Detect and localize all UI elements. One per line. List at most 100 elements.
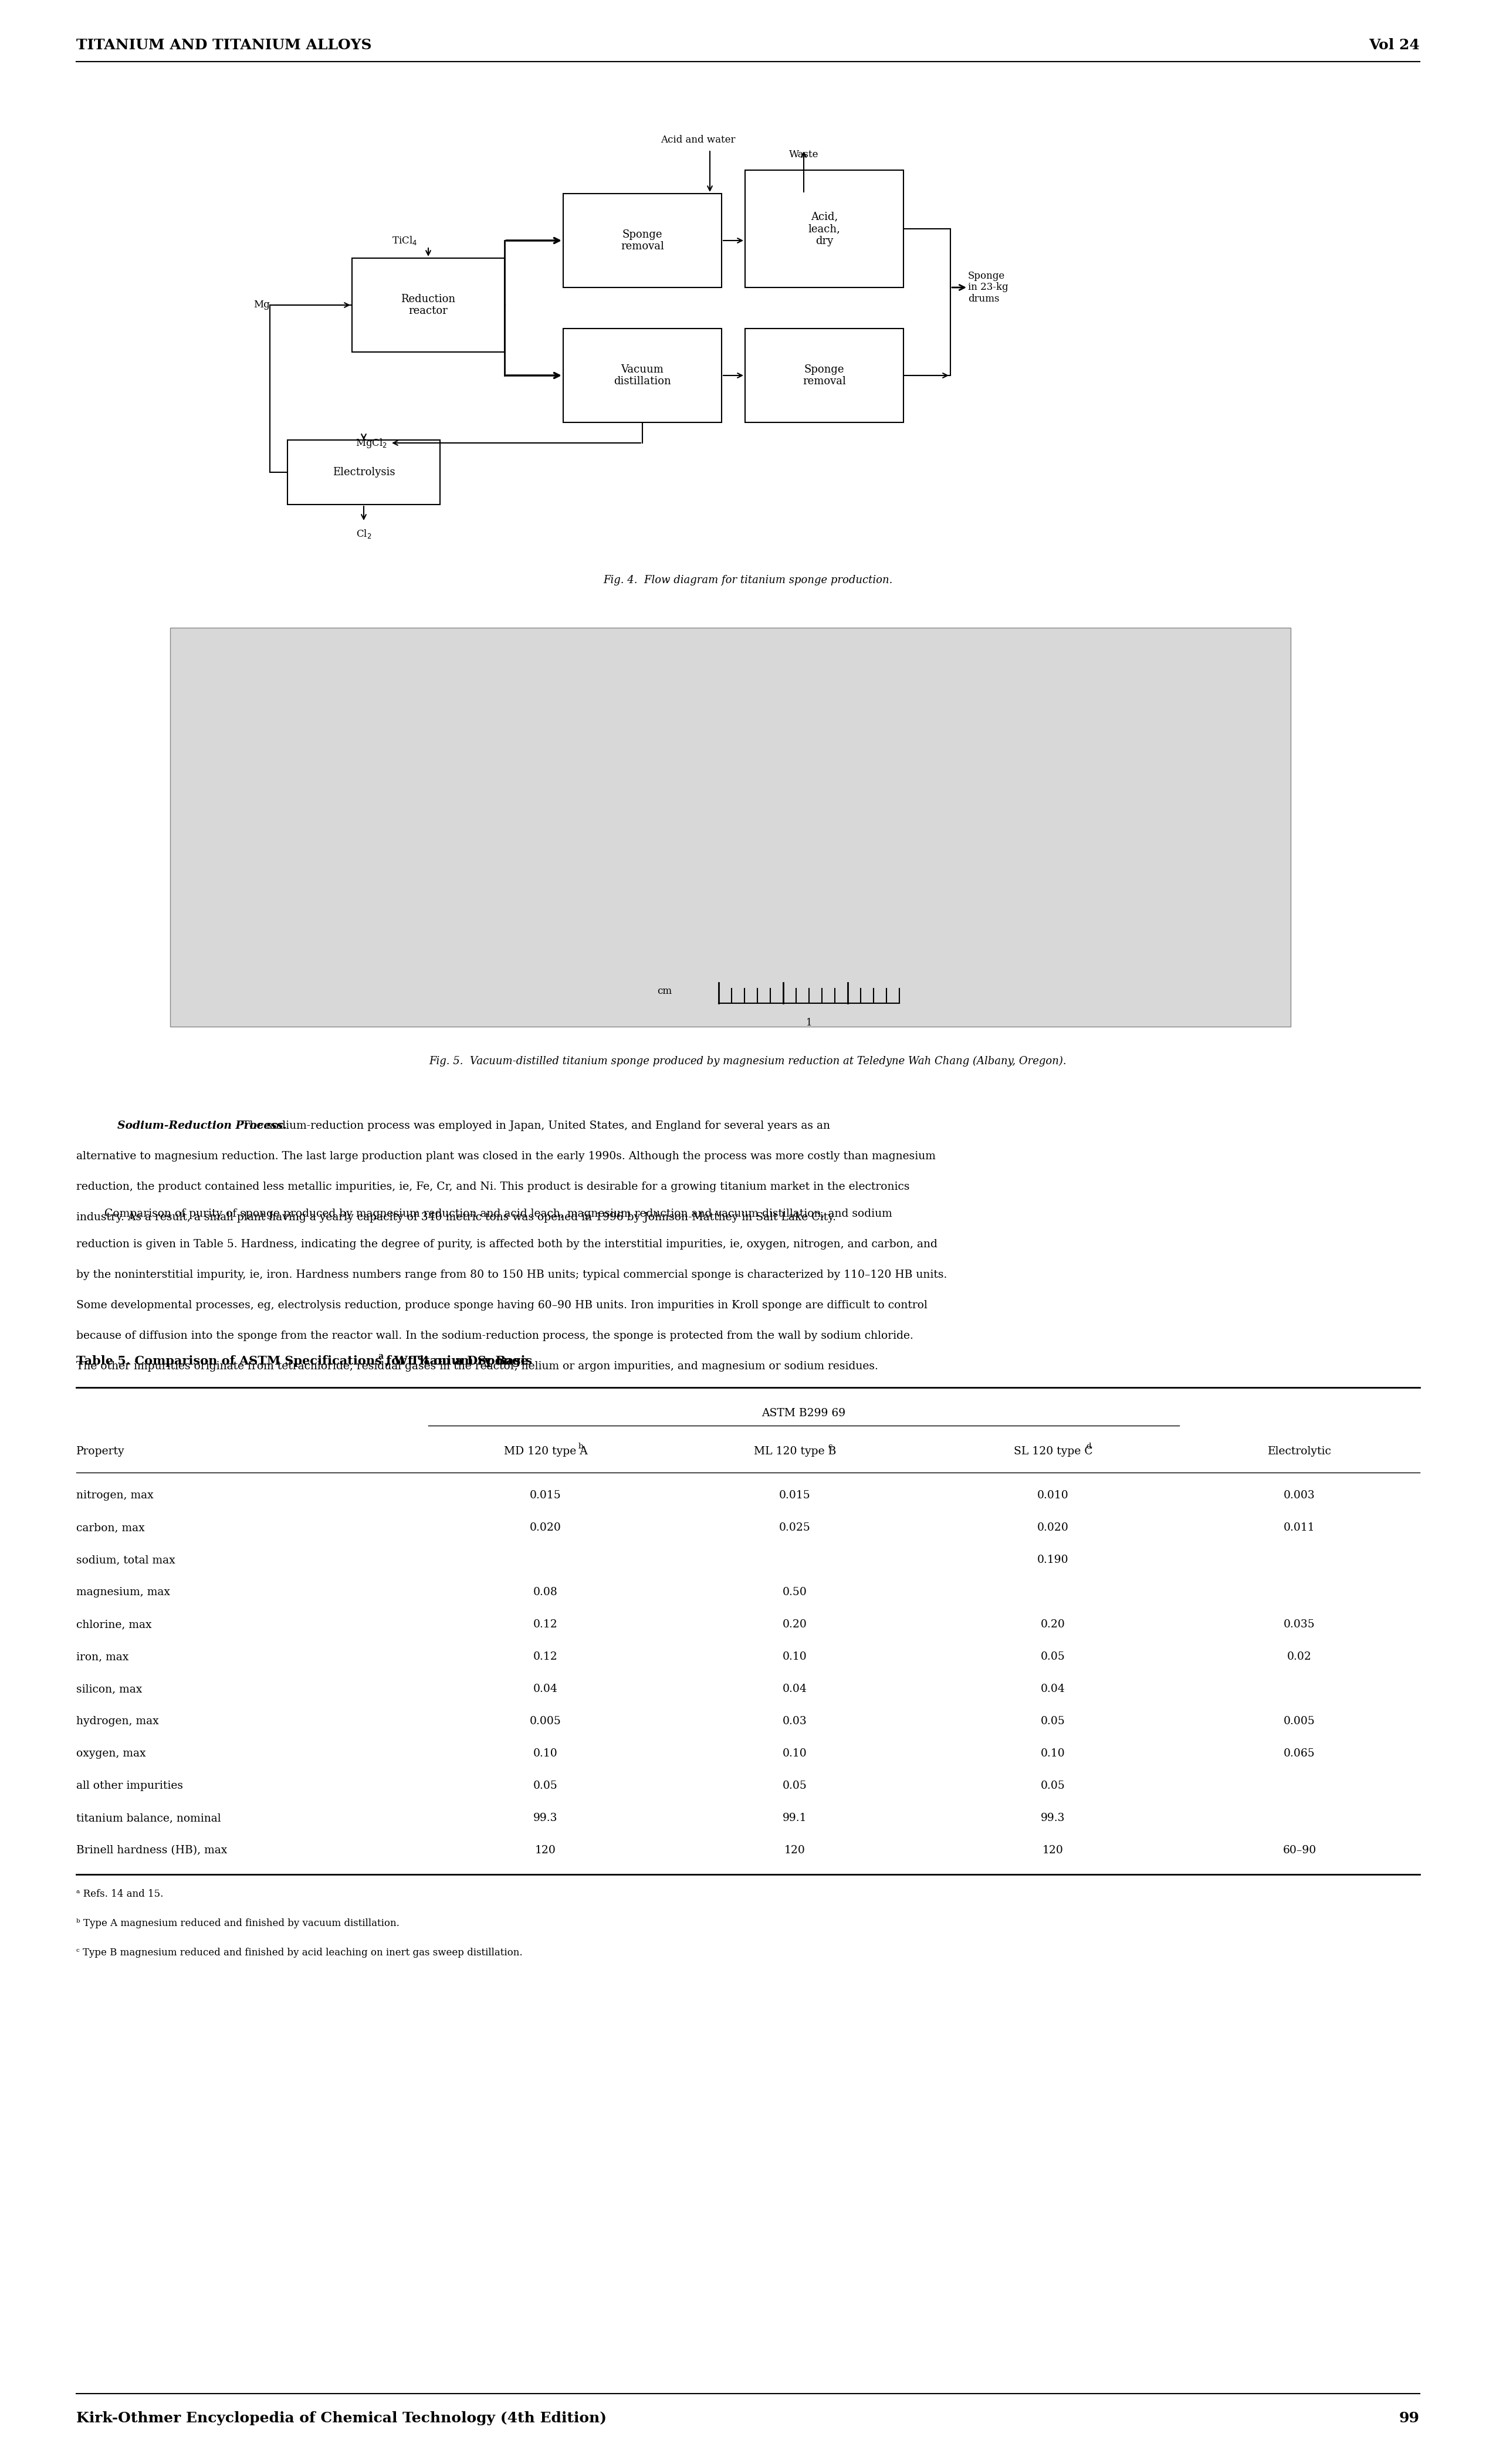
Text: alternative to magnesium reduction. The last large production plant was closed i: alternative to magnesium reduction. The … [76,1151,935,1161]
Text: 0.005: 0.005 [530,1715,561,1727]
Text: 0.05: 0.05 [1041,1651,1065,1663]
Text: Electrolytic: Electrolytic [1267,1446,1331,1456]
Bar [562,195,721,288]
Text: 99.1: 99.1 [782,1814,808,1823]
Text: 0.04: 0.04 [533,1683,558,1695]
Text: reduction is given in Table 5. Hardness, indicating the degree of purity, is aff: reduction is given in Table 5. Hardness,… [76,1239,938,1249]
Text: by the noninterstitial impurity, ie, iron. Hardness numbers range from 80 to 150: by the noninterstitial impurity, ie, iro… [76,1269,947,1281]
Text: cm: cm [657,986,672,995]
Text: 120: 120 [1043,1846,1064,1855]
Text: Some developmental processes, eg, electrolysis reduction, produce sponge having : Some developmental processes, eg, electr… [76,1301,928,1311]
Bar [745,170,904,288]
Text: ML 120 type B: ML 120 type B [754,1446,836,1456]
Text: Sponge
in 23-kg
drums: Sponge in 23-kg drums [968,271,1008,303]
Text: oxygen, max: oxygen, max [76,1749,145,1759]
Text: 0.04: 0.04 [782,1683,808,1695]
Text: The other impurities originate from tetrachloride, residual gases in the reactor: The other impurities originate from tetr… [76,1360,878,1372]
Text: 0.03: 0.03 [782,1715,808,1727]
Text: 60–90: 60–90 [1282,1846,1316,1855]
Text: Acid and water: Acid and water [661,136,736,145]
Text: d: d [1086,1441,1091,1451]
Text: 1: 1 [806,1018,812,1027]
Text: Table 5. Comparison of ASTM Specifications for Titanium Sponge: Table 5. Comparison of ASTM Specificatio… [76,1355,528,1368]
Text: 0.05: 0.05 [1041,1715,1065,1727]
Text: 0.020: 0.020 [530,1523,561,1533]
Text: all other impurities: all other impurities [76,1781,183,1791]
Text: 0.010: 0.010 [1037,1491,1068,1501]
Text: b: b [579,1441,583,1451]
Text: 0.12: 0.12 [534,1619,558,1629]
Text: 0.035: 0.035 [1284,1619,1315,1629]
Text: sodium, total max: sodium, total max [76,1555,175,1565]
Text: reduction, the product contained less metallic impurities, ie, Fe, Cr, and Ni. T: reduction, the product contained less me… [76,1183,910,1193]
Text: 0.05: 0.05 [782,1781,808,1791]
Text: ᵇ Type A magnesium reduced and finished by vacuum distillation.: ᵇ Type A magnesium reduced and finished … [76,1919,399,1929]
Text: 0.12: 0.12 [534,1651,558,1663]
Text: 0.10: 0.10 [782,1651,808,1663]
Text: 120: 120 [784,1846,805,1855]
Bar [745,328,904,421]
Bar [171,628,1291,1027]
Text: Sponge
removal: Sponge removal [802,365,845,387]
Text: 99.3: 99.3 [1041,1814,1065,1823]
Text: 0.50: 0.50 [782,1587,808,1597]
Text: 0.015: 0.015 [779,1491,811,1501]
Text: 0.065: 0.065 [1284,1749,1315,1759]
Text: 0.08: 0.08 [533,1587,558,1597]
Text: hydrogen, max: hydrogen, max [76,1715,159,1727]
Text: Electrolysis: Electrolysis [332,468,395,478]
Text: 99.3: 99.3 [534,1814,558,1823]
Text: 0.10: 0.10 [1041,1749,1065,1759]
Text: 0.10: 0.10 [534,1749,558,1759]
Text: 0.025: 0.025 [779,1523,811,1533]
Text: industry. As a result, a small plant having a yearly capacity of 340 metric tons: industry. As a result, a small plant hav… [76,1212,836,1222]
Text: nitrogen, max: nitrogen, max [76,1491,154,1501]
Text: Acid,
leach,
dry: Acid, leach, dry [808,212,841,246]
Text: c: c [827,1441,832,1451]
Text: Sponge
removal: Sponge removal [621,229,664,251]
Text: 0.011: 0.011 [1284,1523,1315,1533]
Text: 0.05: 0.05 [1041,1781,1065,1791]
Text: Comparison of purity of sponge produced by magnesium reduction and acid leach, m: Comparison of purity of sponge produced … [76,1207,892,1220]
Text: because of diffusion into the sponge from the reactor wall. In the sodium-reduct: because of diffusion into the sponge fro… [76,1331,914,1340]
Text: Reduction
reactor: Reduction reactor [401,293,456,315]
Text: TiCl$_4$: TiCl$_4$ [392,234,417,246]
Text: 0.020: 0.020 [1037,1523,1068,1533]
Text: Mg: Mg [254,301,269,310]
Text: magnesium, max: magnesium, max [76,1587,171,1597]
Text: MD 120 type A: MD 120 type A [504,1446,588,1456]
Text: 0.190: 0.190 [1037,1555,1068,1565]
Text: Vol 24: Vol 24 [1369,37,1420,52]
Text: 0.005: 0.005 [1284,1715,1315,1727]
Text: ᵃ Refs. 14 and 15.: ᵃ Refs. 14 and 15. [76,1890,163,1900]
Text: Brinell hardness (HB), max: Brinell hardness (HB), max [76,1846,227,1855]
Text: , Wt % on a Dry Basis: , Wt % on a Dry Basis [384,1355,533,1368]
Text: 0.015: 0.015 [530,1491,561,1501]
Bar [352,259,504,352]
Text: Fig. 5.  Vacuum-distilled titanium sponge produced by magnesium reduction at Tel: Fig. 5. Vacuum-distilled titanium sponge… [429,1057,1067,1067]
Text: carbon, max: carbon, max [76,1523,145,1533]
Text: 99: 99 [1399,2412,1420,2425]
Text: iron, max: iron, max [76,1651,129,1663]
Text: 0.04: 0.04 [1041,1683,1065,1695]
Text: Fig. 4.  Flow diagram for titanium sponge production.: Fig. 4. Flow diagram for titanium sponge… [603,574,893,586]
Bar [287,441,440,505]
Text: 0.20: 0.20 [1041,1619,1065,1629]
Text: Property: Property [76,1446,124,1456]
Text: Waste: Waste [788,150,818,160]
Text: MgCl$_2$: MgCl$_2$ [356,436,387,448]
Text: Kirk-Othmer Encyclopedia of Chemical Technology (4th Edition): Kirk-Othmer Encyclopedia of Chemical Tec… [76,2412,606,2425]
Bar [562,328,721,421]
Text: ᶜ Type B magnesium reduced and finished by acid leaching on inert gas sweep dist: ᶜ Type B magnesium reduced and finished … [76,1947,522,1959]
Text: 0.10: 0.10 [782,1749,808,1759]
Text: Sodium-Reduction Process.: Sodium-Reduction Process. [117,1121,287,1131]
Text: 0.20: 0.20 [782,1619,808,1629]
Text: ASTM B299 69: ASTM B299 69 [761,1407,845,1419]
Text: 0.02: 0.02 [1287,1651,1312,1663]
Text: silicon, max: silicon, max [76,1683,142,1695]
Text: titanium balance, nominal: titanium balance, nominal [76,1814,221,1823]
Text: chlorine, max: chlorine, max [76,1619,151,1629]
Text: Vacuum
distillation: Vacuum distillation [613,365,672,387]
Text: SL 120 type C: SL 120 type C [1014,1446,1092,1456]
Text: Cl$_2$: Cl$_2$ [356,527,371,540]
